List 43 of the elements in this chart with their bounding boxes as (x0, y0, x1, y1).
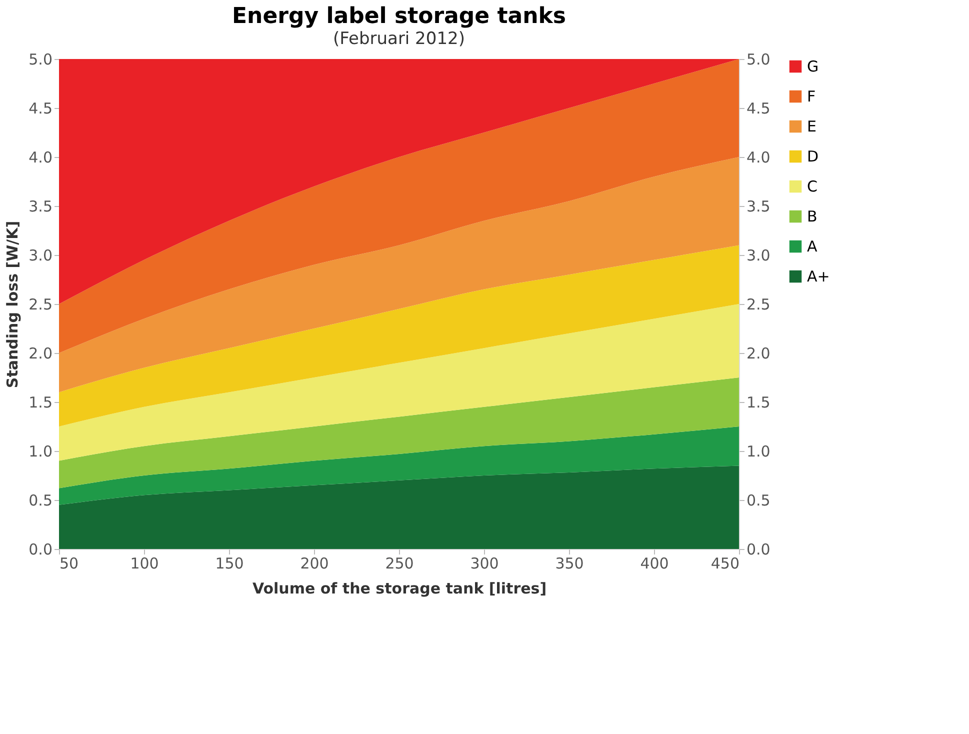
y2-tick-label: 4.5 (746, 100, 770, 118)
y2-tick-label: 2.5 (746, 296, 770, 314)
x-tick-label: 100 (130, 554, 159, 572)
y-tick-label: 2.0 (28, 344, 52, 362)
legend-label: A+ (807, 268, 830, 286)
y2-tick-label: 0.0 (746, 540, 770, 558)
y-tick-label: 0.0 (28, 540, 52, 558)
y2-tick-label: 1.5 (746, 394, 770, 412)
legend-label: D (807, 148, 819, 166)
y-tick-label: 1.0 (28, 442, 52, 460)
y-tick-label: 3.0 (28, 246, 52, 264)
x-tick-label: 200 (300, 554, 329, 572)
legend-label: E (807, 118, 816, 136)
legend-label: C (807, 178, 818, 196)
x-tick-label: 150 (215, 554, 244, 572)
y2-tick-label: 4.0 (746, 148, 770, 166)
y2-tick-label: 2.0 (746, 344, 770, 362)
y2-tick-label: 3.5 (746, 198, 770, 216)
y-tick-label: 1.5 (28, 394, 52, 412)
y2-tick-label: 3.0 (746, 246, 770, 264)
chart-subtitle: (Februari 2012) (333, 29, 465, 49)
x-axis-title: Volume of the storage tank [litres] (252, 580, 547, 598)
legend-label: F (807, 88, 816, 106)
y-tick-label: 4.0 (28, 148, 52, 166)
y2-tick-label: 1.0 (746, 442, 770, 460)
y-tick-label: 4.5 (28, 100, 52, 118)
x-tick-label: 300 (470, 554, 499, 572)
chart-title: Energy label storage tanks (232, 4, 566, 29)
x-tick-label: 450 (710, 554, 740, 572)
x-tick-label: 50 (60, 554, 79, 572)
legend-label: A (807, 238, 818, 256)
x-tick-label: 250 (385, 554, 414, 572)
legend-label: B (807, 208, 818, 226)
y2-tick-label: 0.5 (746, 492, 770, 510)
legend-label: G (807, 58, 819, 76)
y-tick-label: 2.5 (28, 296, 52, 314)
x-tick-label: 350 (555, 554, 584, 572)
y-axis-title: Standing loss [W/K] (4, 220, 22, 388)
y-tick-label: 0.5 (28, 492, 52, 510)
y-tick-label: 5.0 (28, 50, 52, 68)
y-tick-label: 3.5 (28, 198, 52, 216)
x-tick-label: 400 (640, 554, 669, 572)
y2-tick-label: 5.0 (746, 50, 770, 68)
